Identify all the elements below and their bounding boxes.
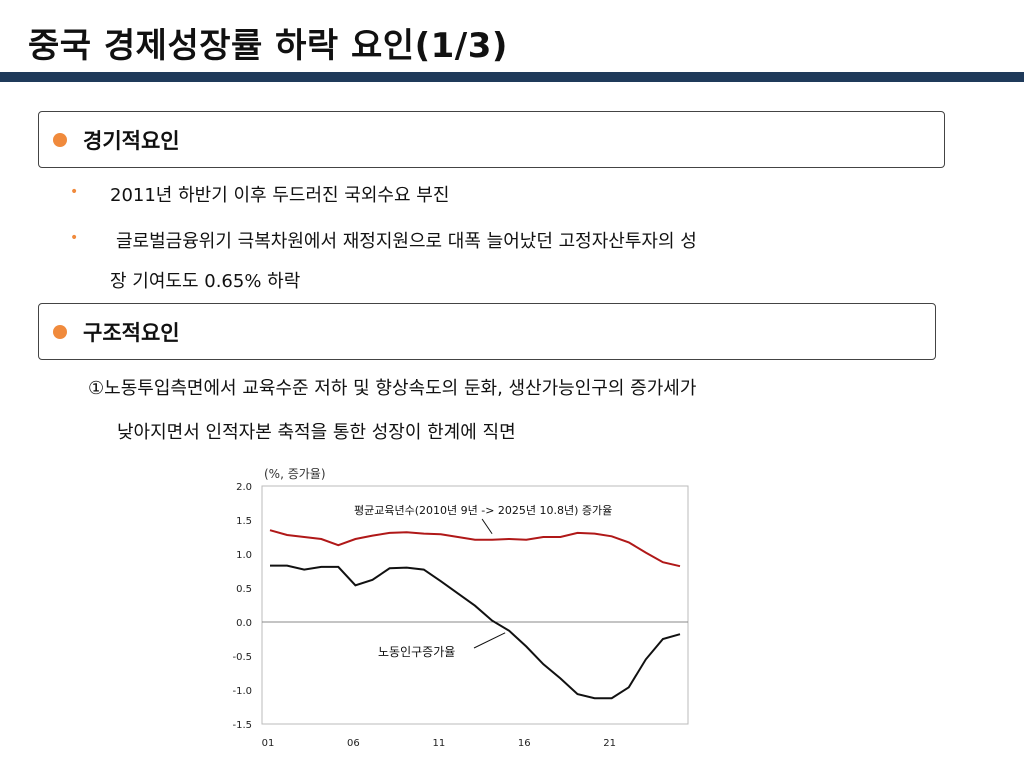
x-tick-label: 06: [347, 738, 360, 749]
plot-frame: [261, 485, 689, 725]
x-tick-label: 01: [262, 738, 275, 749]
annotation-arrow-labor: [473, 632, 506, 649]
bullet-text-1: 2011년 하반기 이후 두드러진 국외수요 부진: [110, 185, 450, 206]
annotation-arrow-education: [481, 518, 493, 535]
x-tick-label: 11: [432, 738, 445, 749]
annotation-label-labor: 노동인구증가율: [378, 645, 455, 659]
y-tick-label: 0.0: [236, 618, 252, 629]
x-tick-label: 16: [518, 738, 531, 749]
y-tick-label: -1.0: [232, 686, 252, 697]
bullet-text-2-cont: 장 기여도도 0.65% 하락: [110, 271, 301, 292]
section-label: 구조적요인: [83, 320, 180, 345]
y-tick-label: -0.5: [232, 652, 252, 663]
y-tick-label: -1.5: [232, 720, 252, 731]
x-tick-label: 21: [603, 738, 616, 749]
orange-bullet-icon: [53, 324, 67, 339]
section-label: 경기적요인: [83, 128, 180, 153]
page-title: 중국 경제성장률 하락 요인(1/3): [28, 26, 508, 66]
chart-unit-label: (%, 증가율): [264, 467, 326, 481]
line-chart: (%, 증가율) 2.0 1.5 1.0 0.5 0.0 -0.5 -1.0 -1.5 01 06 1…: [218, 462, 706, 752]
annotation-label-education: 평균교육년수(2010년 9년 -> 2025년 10.8년) 증가율: [354, 504, 612, 517]
title-underline-bar: [0, 72, 1024, 82]
section-header-cyclical: 경기적요인: [38, 111, 945, 168]
structural-text-line1: ①노동투입측면에서 교육수준 저하 및 향상속도의 둔화, 생산가능인구의 증가…: [88, 378, 697, 399]
bullet-dot-icon: •: [70, 184, 79, 200]
bullet-dot-icon: •: [70, 230, 79, 246]
section-header-structural: 구조적요인: [38, 303, 936, 360]
orange-bullet-icon: [53, 132, 67, 147]
y-tick-label: 1.5: [236, 516, 252, 527]
series-line-labor: [270, 564, 681, 700]
chart-svg: (%, 증가율) 2.0 1.5 1.0 0.5 0.0 -0.5 -1.0 -1.5 01 06 1…: [232, 467, 689, 749]
series-line-education: [269, 529, 681, 568]
structural-text-line2: 낮아지면서 인적자본 축적을 통한 성장이 한계에 직면: [117, 422, 516, 443]
y-tick-label: 1.0: [236, 550, 252, 561]
y-tick-label: 2.0: [236, 482, 252, 493]
y-tick-label: 0.5: [236, 584, 252, 595]
bullet-text-2: 글로벌금융위기 극복차원에서 재정지원으로 대폭 늘어났던 고정자산투자의 성: [116, 231, 697, 252]
